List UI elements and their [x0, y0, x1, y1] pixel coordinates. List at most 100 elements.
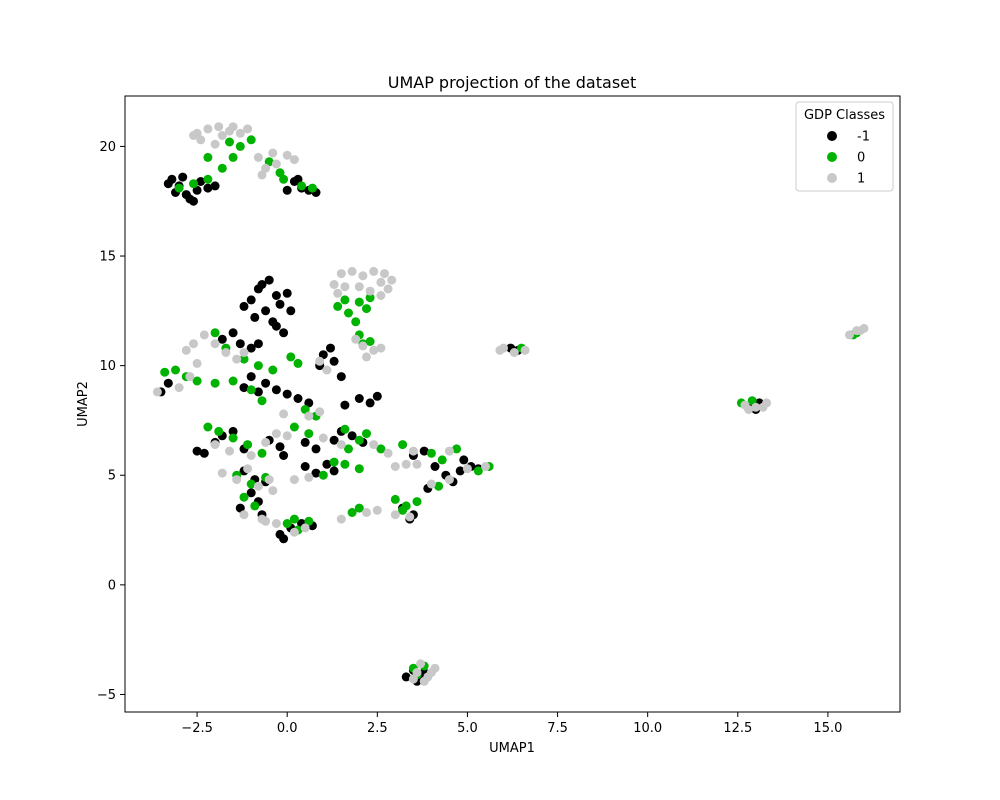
data-point-class-1	[340, 282, 350, 292]
data-point-class-1	[744, 405, 754, 414]
data-point-class-1	[203, 124, 213, 134]
data-point-class-1	[239, 510, 249, 520]
y-tick-label: 0	[108, 578, 116, 593]
data-point-class-neg1	[329, 435, 339, 445]
data-point-class-1	[412, 459, 422, 469]
data-point-class-1	[271, 159, 281, 169]
legend-label: 0	[857, 151, 865, 166]
legend-title: GDP Classes	[804, 108, 885, 123]
data-point-class-neg1	[282, 288, 292, 298]
data-point-class-1	[232, 475, 242, 485]
data-point-class-0	[362, 304, 371, 314]
data-point-class-1	[376, 343, 386, 353]
data-point-class-0	[365, 337, 375, 346]
data-point-class-1	[387, 275, 397, 285]
data-point-class-1	[509, 348, 519, 357]
data-point-class-neg1	[239, 301, 249, 311]
data-point-class-1	[289, 155, 299, 165]
legend-box	[795, 101, 894, 192]
data-point-class-1	[383, 448, 393, 458]
data-point-class-1	[365, 286, 375, 296]
data-point-class-0	[390, 494, 400, 504]
data-point-class-1	[235, 128, 245, 138]
data-point-class-1	[279, 409, 289, 419]
data-point-class-neg1	[217, 334, 227, 344]
data-point-class-neg1	[239, 383, 249, 393]
data-point-class-neg1	[275, 529, 285, 539]
x-tick-label: 15.0	[813, 721, 842, 736]
data-point-class-1	[261, 437, 271, 447]
data-point-class-1	[347, 266, 357, 276]
data-point-class-0	[239, 354, 249, 364]
data-point-class-1	[383, 284, 393, 294]
data-point-class-0	[354, 435, 364, 445]
data-point-class-1	[189, 339, 198, 349]
data-point-class-neg1	[372, 391, 382, 401]
data-point-class-1	[271, 519, 281, 528]
x-axis-label: UMAP1	[489, 741, 535, 756]
data-point-class-1	[376, 291, 386, 300]
data-point-class-neg1	[264, 275, 274, 285]
data-point-class-1	[333, 288, 343, 298]
y-axis: −5 0 5 10 15 20	[97, 140, 125, 703]
data-point-class-neg1	[279, 328, 289, 338]
data-point-class-neg1	[163, 378, 173, 388]
x-tick-label: 5.0	[457, 721, 478, 736]
data-point-class-0	[268, 365, 278, 375]
data-point-class-0	[246, 479, 256, 489]
data-point-class-1	[210, 339, 220, 349]
legend-marker	[827, 173, 837, 183]
data-point-class-0	[376, 444, 386, 454]
data-point-class-neg1	[279, 451, 289, 460]
legend-entries: -1 0 1	[827, 130, 870, 187]
data-point-class-0	[289, 422, 299, 432]
data-point-class-0	[344, 444, 353, 454]
data-point-class-neg1	[318, 350, 328, 360]
x-tick-label: 10.0	[633, 721, 662, 736]
data-point-class-1	[214, 122, 224, 132]
data-point-class-1	[315, 356, 325, 366]
data-point-class-0	[452, 444, 462, 454]
data-point-class-0	[351, 317, 361, 327]
data-point-class-0	[210, 378, 220, 388]
data-point-class-neg1	[250, 312, 260, 322]
data-point-class-0	[257, 396, 267, 406]
data-point-class-0	[253, 361, 263, 371]
data-point-class-0	[329, 457, 339, 467]
data-point-class-neg1	[329, 356, 339, 366]
data-point-class-0	[362, 429, 371, 439]
data-point-class-0	[347, 508, 357, 517]
data-point-class-1	[268, 148, 278, 158]
data-point-class-0	[333, 301, 343, 311]
data-point-class-0	[246, 135, 256, 145]
data-point-class-neg1	[336, 372, 346, 382]
data-point-class-1	[369, 266, 379, 276]
data-point-class-1	[520, 345, 530, 355]
data-point-class-neg1	[261, 378, 271, 388]
data-point-class-neg1	[311, 468, 321, 478]
data-point-class-1	[845, 330, 854, 340]
data-point-class-neg1	[293, 174, 303, 184]
x-tick-label: 7.5	[547, 721, 568, 736]
data-point-class-1	[336, 514, 346, 524]
data-point-class-neg1	[340, 400, 350, 410]
data-point-class-1	[408, 674, 418, 684]
data-point-class-neg1	[246, 372, 256, 382]
data-point-class-0	[289, 514, 299, 524]
x-axis: −2.5 0.0 2.5 5.0 7.5 10.0 12.5 15.0	[181, 712, 842, 736]
data-point-class-1	[462, 464, 472, 474]
data-point-class-neg1	[163, 179, 173, 189]
data-point-class-1	[289, 527, 299, 537]
x-tick-label: −2.5	[181, 721, 213, 736]
data-point-class-0	[192, 376, 202, 386]
data-point-class-1	[261, 516, 271, 526]
data-point-class-neg1	[347, 431, 357, 441]
data-point-class-0	[225, 137, 234, 147]
data-point-class-0	[228, 376, 238, 386]
y-tick-label: −5	[97, 688, 116, 703]
data-point-class-1	[192, 358, 202, 368]
data-point-class-1	[152, 387, 162, 397]
data-point-class-0	[189, 179, 198, 189]
data-point-class-neg1	[455, 466, 465, 476]
